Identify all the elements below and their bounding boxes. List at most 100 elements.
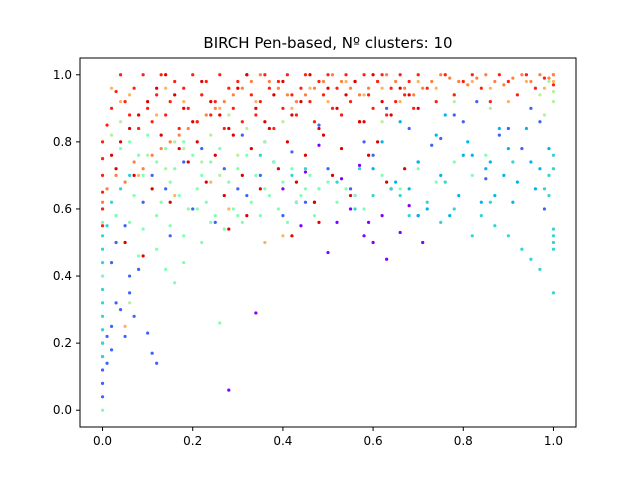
data-point-cluster-5	[452, 100, 456, 104]
data-point-cluster-5	[173, 140, 177, 144]
data-point-cluster-7	[457, 79, 461, 84]
data-point-cluster-9	[150, 187, 154, 191]
data-point-cluster-2	[416, 160, 420, 164]
data-point-cluster-5	[380, 120, 384, 124]
data-point-cluster-3	[357, 167, 362, 171]
data-point-cluster-3	[100, 341, 105, 345]
data-point-cluster-4	[326, 180, 330, 184]
data-point-cluster-1	[317, 123, 321, 127]
data-point-cluster-4	[155, 160, 159, 164]
data-point-cluster-4	[186, 207, 190, 211]
data-point-cluster-1	[245, 193, 249, 198]
data-point-cluster-6	[362, 93, 366, 97]
y-tick-label: 0.4	[53, 269, 72, 283]
chart-title: BIRCH Pen-based, Nº clusters: 10	[203, 34, 452, 52]
data-point-cluster-4	[200, 240, 204, 245]
data-point-cluster-4	[200, 173, 204, 178]
data-point-cluster-8	[515, 93, 519, 97]
data-point-cluster-6	[155, 113, 159, 117]
y-tick-label: 1.0	[53, 68, 72, 82]
data-point-cluster-7	[321, 79, 326, 84]
data-point-cluster-7	[339, 79, 344, 84]
data-point-cluster-3	[551, 240, 556, 245]
data-point-cluster-3	[100, 247, 105, 251]
data-point-cluster-0	[385, 257, 389, 261]
y-tick-label: 0.8	[53, 135, 72, 149]
data-point-cluster-9	[155, 86, 159, 90]
data-point-cluster-7	[430, 79, 434, 84]
data-point-cluster-7	[312, 86, 317, 90]
data-point-cluster-8	[100, 207, 105, 211]
data-point-cluster-5	[109, 133, 114, 137]
data-point-cluster-9	[321, 133, 326, 137]
data-point-cluster-4	[137, 153, 141, 157]
data-point-cluster-7	[357, 93, 362, 97]
data-point-cluster-7	[240, 86, 244, 90]
data-point-cluster-9	[326, 86, 330, 90]
x-tick-label: 0.6	[364, 434, 383, 448]
data-point-cluster-4	[155, 247, 159, 251]
data-point-cluster-3	[100, 261, 105, 265]
data-point-cluster-7	[231, 93, 235, 97]
data-point-cluster-7	[366, 86, 371, 90]
data-point-cluster-6	[109, 86, 114, 90]
data-point-cluster-9	[317, 126, 321, 131]
data-point-cluster-9	[173, 93, 177, 97]
y-axis: 0.0 0.2 0.4 0.6 0.8 1.0	[53, 68, 80, 417]
data-point-cluster-6	[344, 79, 348, 84]
data-point-cluster-4	[204, 200, 208, 204]
data-point-cluster-5	[538, 93, 542, 97]
data-point-cluster-4	[164, 146, 168, 151]
data-point-cluster-1	[407, 126, 411, 131]
data-point-cluster-9	[218, 113, 222, 117]
data-point-cluster-6	[263, 240, 267, 245]
data-point-cluster-8	[394, 100, 398, 104]
data-point-cluster-9	[227, 227, 231, 231]
data-point-cluster-8	[303, 73, 308, 77]
data-point-cluster-4	[254, 173, 258, 178]
data-point-cluster-8	[177, 126, 181, 131]
data-point-cluster-7	[285, 93, 290, 97]
data-point-cluster-8	[348, 100, 353, 104]
data-point-cluster-8	[231, 106, 235, 110]
data-point-cluster-8	[100, 173, 105, 178]
data-point-cluster-2	[470, 153, 474, 157]
data-point-cluster-4	[209, 220, 213, 224]
data-point-cluster-4	[285, 220, 290, 224]
data-point-cluster-7	[511, 76, 515, 80]
data-point-cluster-1	[155, 361, 159, 365]
data-point-cluster-4	[272, 160, 276, 164]
data-point-cluster-6	[470, 79, 474, 84]
data-point-cluster-1	[484, 177, 488, 181]
data-point-cluster-7	[294, 100, 299, 104]
data-point-cluster-4	[290, 167, 294, 171]
data-point-cluster-5	[218, 173, 222, 178]
data-point-cluster-6	[308, 86, 312, 90]
data-point-cluster-9	[231, 133, 235, 137]
data-point-cluster-3	[100, 314, 105, 318]
data-point-cluster-7	[100, 200, 105, 204]
data-point-cluster-6	[173, 193, 177, 198]
data-point-cluster-8	[204, 79, 208, 84]
data-point-cluster-1	[240, 133, 244, 137]
data-point-cluster-6	[137, 173, 141, 178]
data-point-cluster-7	[448, 76, 452, 80]
data-point-cluster-8	[118, 73, 123, 77]
data-point-cluster-8	[551, 83, 556, 87]
data-point-cluster-4	[416, 167, 420, 171]
data-point-cluster-5	[146, 153, 150, 157]
data-point-cluster-8	[488, 100, 492, 104]
data-point-cluster-1	[213, 220, 217, 224]
data-point-cluster-4	[231, 207, 235, 211]
data-point-cluster-6	[281, 234, 285, 238]
data-point-cluster-0	[317, 143, 321, 147]
data-point-cluster-6	[380, 86, 384, 90]
data-point-cluster-7	[177, 133, 181, 137]
data-point-cluster-9	[240, 173, 244, 178]
data-point-cluster-2	[371, 167, 375, 171]
data-point-cluster-8	[533, 86, 538, 90]
data-point-cluster-6	[524, 79, 529, 84]
data-point-cluster-8	[114, 89, 118, 94]
data-point-cluster-9	[123, 240, 127, 245]
data-point-cluster-3	[443, 180, 447, 184]
